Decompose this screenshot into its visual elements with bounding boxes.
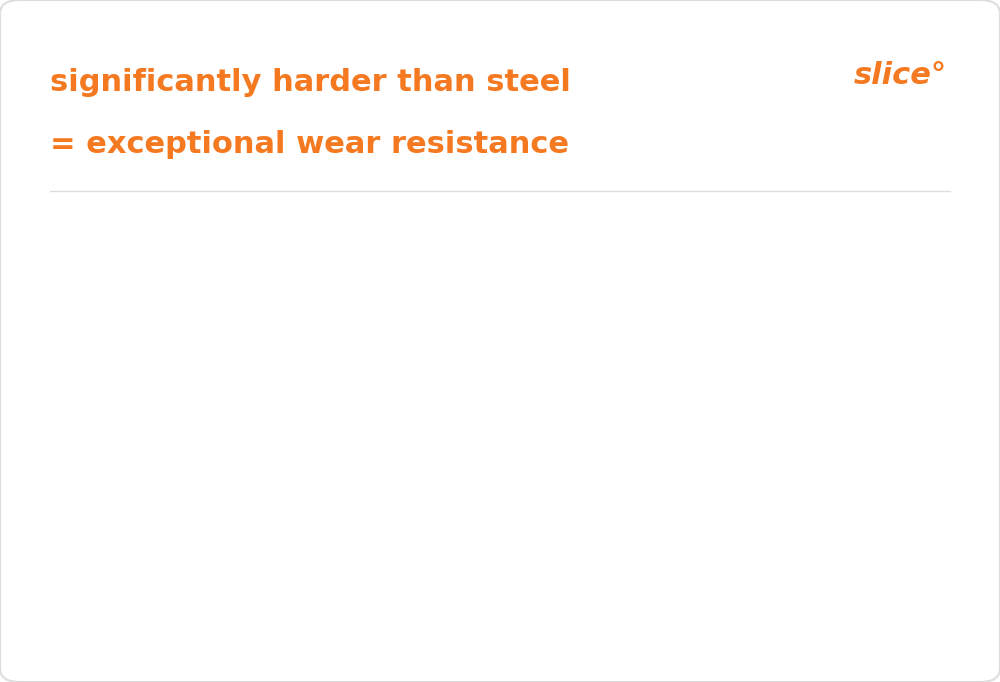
Bar [180, 402, 506, 430]
Text: slice°: slice° [853, 61, 947, 91]
Text: = exceptional wear resistance: = exceptional wear resistance [50, 130, 569, 159]
Bar [180, 335, 774, 363]
X-axis label: MOHS HARDNESS: MOHS HARDNESS [492, 632, 628, 647]
Text: significantly harder than steel: significantly harder than steel [50, 68, 571, 98]
Bar [180, 469, 470, 497]
Bar [180, 268, 904, 296]
Bar [180, 536, 325, 564]
